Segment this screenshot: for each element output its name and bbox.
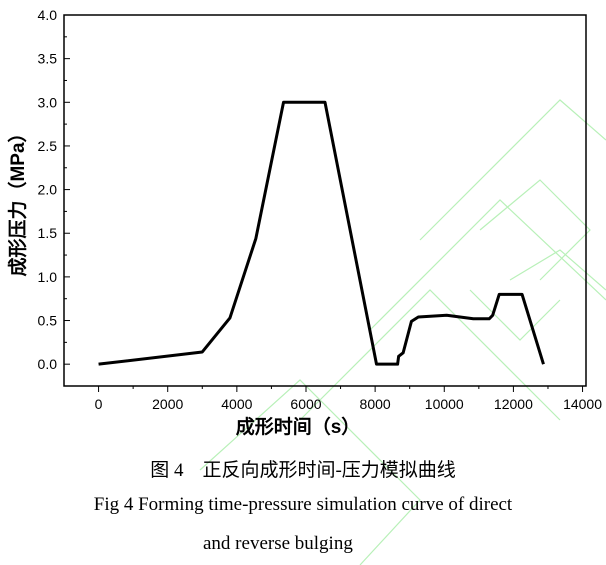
y-tick-label: 2.0	[38, 182, 58, 198]
y-tick-label: 3.0	[38, 94, 58, 110]
y-tick-label: 0.0	[38, 356, 58, 372]
x-tick-label: 8000	[360, 396, 391, 412]
y-tick-label: 3.5	[38, 51, 58, 67]
watermark-line	[299, 289, 561, 421]
watermark-line	[199, 379, 421, 565]
series-line	[98, 100, 545, 366]
y-tick-label: 1.0	[38, 269, 58, 285]
y-tick-label: 1.5	[38, 225, 58, 241]
x-tick-label: 2000	[152, 396, 183, 412]
watermark	[199, 99, 606, 565]
caption-en-line2: and reverse bulging	[203, 533, 353, 554]
y-tick-label: 2.5	[38, 138, 58, 154]
x-tick-label: 14000	[563, 396, 602, 412]
y-tick-label: 0.5	[38, 313, 58, 329]
x-tick-label: 12000	[494, 396, 533, 412]
y-tick-label: 4.0	[38, 7, 58, 23]
y-axis-label: 成形压力（MPa）	[6, 123, 29, 276]
watermark-line	[509, 249, 606, 291]
x-tick-label: 4000	[221, 396, 252, 412]
watermark-line	[469, 289, 561, 341]
caption-en-line1: Fig 4 Forming time-pressure simulation c…	[93, 494, 513, 515]
x-tick-label: 10000	[425, 396, 464, 412]
x-axis-label: 成形时间（s）	[236, 415, 361, 438]
watermark-line	[369, 199, 606, 331]
watermark-line	[419, 99, 606, 241]
caption-cn: 图 4 正反向成形时间-压力模拟曲线	[150, 460, 456, 481]
x-tick-label: 6000	[290, 396, 321, 412]
plot-frame	[63, 14, 587, 387]
x-tick-label: 0	[95, 396, 103, 412]
